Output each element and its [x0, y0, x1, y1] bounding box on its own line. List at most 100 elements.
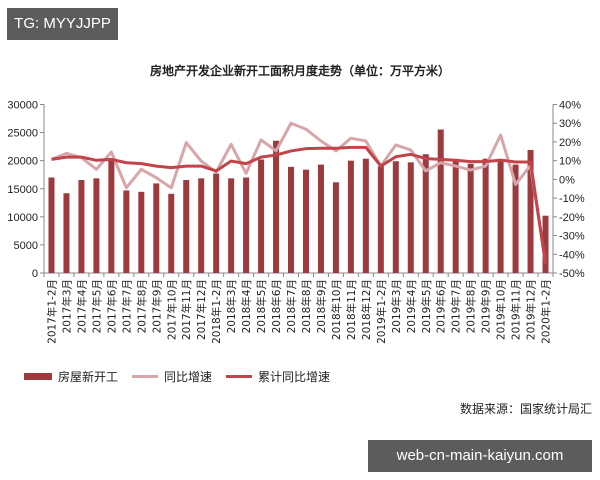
- bar-new-starts: [317, 164, 324, 273]
- bar-new-starts: [138, 191, 145, 273]
- bar-new-starts: [362, 158, 369, 273]
- right-tick-label: -30%: [559, 231, 585, 243]
- left-tick-label: 30000: [7, 100, 38, 112]
- bar-new-starts: [542, 215, 549, 273]
- chart-legend: 房屋新开工 同比增速 累计同比增速: [24, 368, 344, 385]
- left-tick-label: 10000: [7, 212, 38, 224]
- x-tick-label: 2017年5月: [90, 279, 103, 333]
- x-tick-label: 2019年1-2月: [375, 279, 388, 344]
- bar-new-starts: [452, 159, 459, 273]
- right-tick-label: 40%: [559, 100, 581, 112]
- bar-new-starts: [213, 173, 220, 273]
- legend-label: 同比增速: [164, 370, 213, 384]
- bar-new-starts: [168, 193, 175, 273]
- x-tick-label: 2019年8月: [465, 279, 478, 333]
- left-tick-label: 15000: [7, 184, 38, 196]
- bar-new-starts: [108, 160, 115, 273]
- bar-new-starts: [48, 177, 55, 273]
- x-tick-label: 2019年9月: [480, 279, 493, 333]
- data-source-note: 数据来源：国家统计局汇: [459, 402, 592, 416]
- x-tick-label: 2018年8月: [300, 279, 313, 333]
- legend-item-new-starts: 房屋新开工: [24, 368, 118, 385]
- bar-new-starts: [183, 180, 190, 273]
- legend-swatch-line: [226, 375, 253, 378]
- x-tick-label: 2017年11月: [180, 279, 193, 340]
- bar-new-starts: [407, 162, 414, 273]
- bar-new-starts: [258, 159, 265, 273]
- right-tick-label: -10%: [559, 193, 585, 205]
- left-tick-label: 25000: [7, 128, 38, 140]
- x-tick-label: 2017年9月: [150, 279, 163, 333]
- x-tick-label: 2018年10月: [330, 279, 343, 340]
- legend-label: 房屋新开工: [58, 370, 119, 384]
- bar-new-starts: [497, 160, 504, 273]
- x-tick-label: 2018年7月: [285, 279, 298, 333]
- bar-new-starts: [437, 129, 444, 273]
- legend-swatch-line: [132, 375, 159, 378]
- bar-new-starts: [123, 190, 130, 273]
- x-tick-label: 2019年3月: [390, 279, 403, 333]
- x-tick-label: 2019年12月: [525, 279, 538, 340]
- bar-new-starts: [482, 158, 489, 273]
- bar-new-starts: [332, 182, 339, 273]
- chart-plot-area: 0 5000 10000 15000 20000 25000 30000 -50% -40% -3…: [7, 100, 585, 344]
- x-tick-label: 2017年3月: [60, 279, 73, 333]
- x-tick-label: 2018年5月: [255, 279, 268, 333]
- bar-new-starts: [78, 180, 85, 273]
- x-tick-label: 2017年6月: [105, 279, 118, 333]
- x-tick-label: 2018年12月: [360, 279, 373, 340]
- x-tick-label: 2018年9月: [315, 279, 328, 333]
- x-tick-label: 2019年6月: [435, 279, 448, 333]
- x-tick-label: 2018年3月: [225, 279, 238, 333]
- watermark-bottom-right: web-cn-main-kaiyun.com: [368, 440, 592, 472]
- bar-new-starts: [302, 169, 309, 273]
- bar-new-starts: [228, 178, 235, 273]
- bar-new-starts: [243, 177, 250, 273]
- bar-new-starts: [288, 166, 295, 273]
- left-tick-label: 5000: [14, 240, 38, 252]
- x-tick-label: 2020年1-2月: [540, 279, 553, 344]
- x-tick-label: 2017年10月: [165, 279, 178, 340]
- legend-swatch-bar: [24, 373, 52, 380]
- bar-new-starts: [527, 149, 534, 273]
- bar-new-starts: [153, 183, 160, 273]
- legend-item-yoy: 同比增速: [132, 368, 212, 385]
- bar-new-starts: [93, 178, 100, 273]
- right-tick-label: -20%: [559, 212, 585, 224]
- x-tick-label: 2018年4月: [240, 279, 253, 333]
- x-tick-label: 2019年4月: [405, 279, 418, 333]
- x-tick-label: 2019年10月: [495, 279, 508, 340]
- left-tick-label: 20000: [7, 156, 38, 168]
- x-tick-label: 2018年6月: [270, 279, 283, 333]
- legend-item-cumulative-yoy: 累计同比增速: [226, 368, 330, 385]
- x-tick-label: 2017年7月: [120, 279, 133, 333]
- right-tick-label: -40%: [559, 249, 585, 261]
- x-tick-label: 2017年4月: [75, 279, 88, 333]
- bar-new-starts: [347, 160, 354, 273]
- bar-new-starts: [392, 161, 399, 273]
- x-tick-label: 2018年1-2月: [210, 279, 223, 344]
- watermark-top-left: TG: MYYJJPP: [7, 8, 118, 40]
- left-tick-label: 0: [32, 268, 38, 280]
- x-tick-label: 2019年11月: [510, 279, 523, 340]
- bar-new-starts: [273, 140, 280, 273]
- x-tick-label: 2017年12月: [195, 279, 208, 340]
- bar-new-starts: [63, 193, 70, 273]
- x-tick-label: 2019年5月: [420, 279, 433, 333]
- x-tick-label: 2019年7月: [450, 279, 463, 333]
- line-yoy-growth: [50, 121, 547, 264]
- right-tick-label: 0%: [559, 174, 575, 186]
- bar-new-starts: [377, 166, 384, 273]
- line-cumulative-yoy-growth: [51, 145, 547, 264]
- right-tick-label: 20%: [559, 137, 581, 149]
- right-tick-label: -50%: [559, 268, 585, 280]
- legend-label: 累计同比增速: [258, 370, 331, 384]
- chart-title: 房地产开发企业新开工面积月度走势（单位：万平方米）: [149, 64, 450, 78]
- bar-new-starts: [467, 163, 474, 273]
- bar-new-starts: [198, 178, 205, 273]
- bar-new-starts: [422, 154, 429, 273]
- bar-new-starts: [512, 164, 519, 273]
- x-tick-label: 2017年1-2月: [45, 279, 58, 344]
- right-tick-label: 30%: [559, 118, 581, 130]
- x-tick-label: 2018年11月: [345, 279, 358, 340]
